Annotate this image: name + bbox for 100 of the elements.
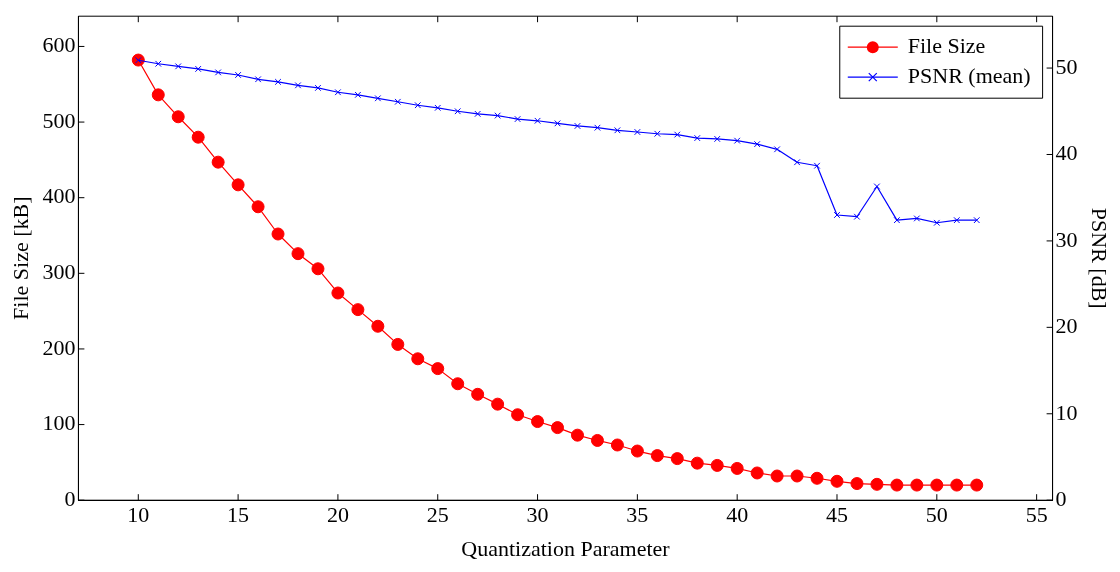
x-tick-label: 10 <box>127 502 150 528</box>
point <box>630 444 644 458</box>
point <box>151 88 165 102</box>
point <box>471 387 485 401</box>
point <box>670 452 684 466</box>
x-tick-label: 35 <box>626 502 649 528</box>
point <box>331 286 345 300</box>
point <box>753 140 761 148</box>
x-tick-label: 20 <box>326 502 349 528</box>
y2-axis-title: PSNR [dB] <box>1087 207 1113 309</box>
point <box>813 162 821 170</box>
point <box>610 438 624 452</box>
x-tick-label: 45 <box>826 502 848 528</box>
point <box>294 82 302 89</box>
x-tick-label: 40 <box>726 502 749 528</box>
y2-tick-label: 0 <box>1055 485 1067 511</box>
point <box>773 145 781 153</box>
legend-label: File Size <box>907 32 986 58</box>
point <box>311 262 325 276</box>
point <box>174 63 182 70</box>
point <box>474 110 481 118</box>
point <box>494 112 501 119</box>
point <box>970 478 984 492</box>
point <box>973 216 981 224</box>
point <box>351 303 365 317</box>
point <box>374 94 382 102</box>
point <box>850 477 864 491</box>
point <box>231 178 245 192</box>
point <box>191 130 205 144</box>
point <box>314 84 322 92</box>
point <box>234 71 242 79</box>
x-tick-label: 25 <box>426 502 449 528</box>
x-tick-label: 15 <box>227 502 250 528</box>
point <box>534 117 541 125</box>
point <box>793 158 801 166</box>
y2-tick-label: 30 <box>1055 226 1078 252</box>
point <box>890 478 904 492</box>
point <box>790 469 804 483</box>
point <box>933 219 941 227</box>
point <box>590 433 604 447</box>
y2-tick-label: 50 <box>1055 53 1078 79</box>
point <box>414 101 422 109</box>
point <box>554 120 561 127</box>
point <box>690 456 704 470</box>
point <box>514 115 521 123</box>
point <box>251 200 265 214</box>
y-axis-title: File Size [kB] <box>7 196 33 320</box>
point <box>910 478 924 492</box>
point <box>394 98 402 106</box>
point <box>870 477 884 491</box>
point <box>953 216 961 224</box>
x-tick-label: 55 <box>1025 502 1048 528</box>
point <box>194 65 202 73</box>
point <box>451 377 465 391</box>
point <box>511 408 525 422</box>
point <box>733 137 741 144</box>
point <box>730 461 744 475</box>
point <box>391 337 405 351</box>
point <box>214 69 222 76</box>
point <box>930 478 944 492</box>
point <box>594 124 601 132</box>
y-tick-label: 200 <box>42 334 76 360</box>
point <box>650 449 664 463</box>
point <box>491 397 505 411</box>
y2-tick-label: 40 <box>1055 140 1078 166</box>
point <box>171 110 185 124</box>
point <box>434 104 442 112</box>
legend-label: PSNR (mean) <box>907 62 1031 88</box>
point <box>354 91 362 99</box>
point <box>211 155 225 169</box>
point <box>810 471 824 485</box>
point <box>950 478 964 492</box>
y-tick-label: 0 <box>64 485 76 511</box>
y-tick-label: 500 <box>42 107 76 133</box>
y-tick-label: 600 <box>42 32 76 58</box>
point <box>913 215 921 222</box>
y-tick-label: 400 <box>42 183 76 209</box>
point <box>853 213 861 221</box>
point <box>713 135 721 143</box>
x-tick-label: 50 <box>925 502 948 528</box>
y-tick-label: 100 <box>42 410 76 436</box>
point <box>531 415 545 429</box>
x-tick-label: 30 <box>526 502 549 528</box>
point <box>454 107 462 115</box>
point <box>431 362 445 376</box>
y2-tick-label: 10 <box>1055 399 1078 425</box>
point <box>750 466 764 480</box>
y-tick-label: 300 <box>42 259 76 285</box>
point <box>673 131 681 138</box>
point <box>873 183 881 190</box>
point <box>551 421 565 435</box>
point <box>693 134 701 142</box>
point <box>154 60 162 68</box>
point <box>893 216 901 224</box>
point <box>654 130 661 138</box>
point <box>770 469 784 483</box>
point <box>371 319 385 333</box>
point <box>710 458 724 472</box>
point <box>271 227 285 241</box>
point <box>254 75 262 83</box>
